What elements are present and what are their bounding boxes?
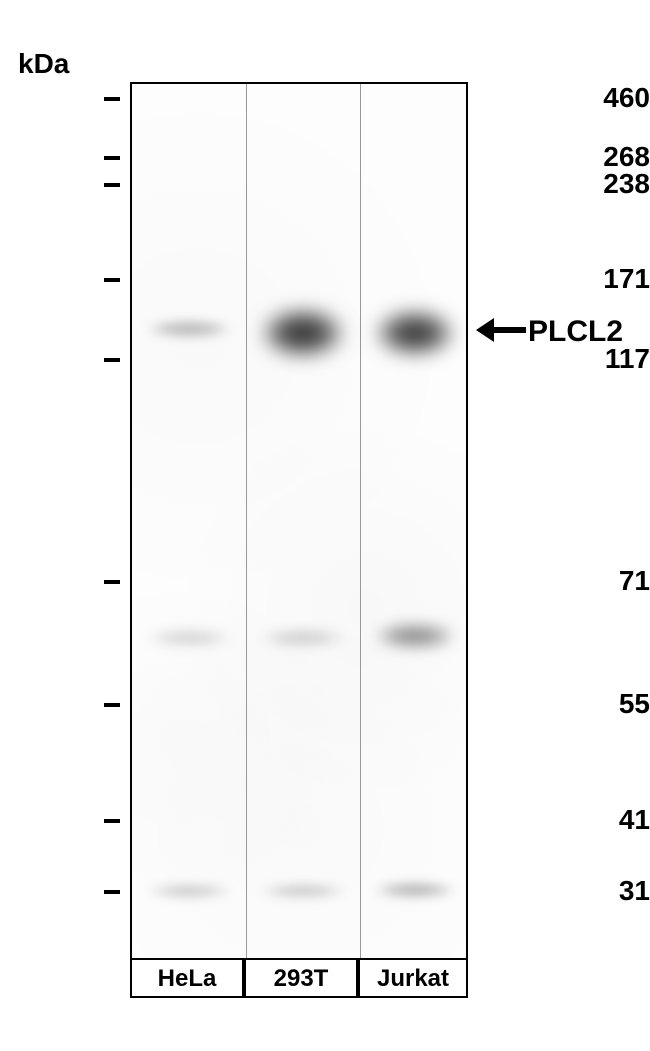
blot-band (256, 302, 350, 364)
blot-background-noise (132, 84, 466, 958)
mw-marker-label: 55 (550, 688, 650, 720)
mw-marker-tick (104, 890, 120, 894)
mw-marker-tick (104, 156, 120, 160)
mw-marker-label: 41 (550, 804, 650, 836)
blot-band (370, 620, 460, 652)
blot-band (256, 628, 350, 648)
mw-marker-label: 171 (550, 263, 650, 295)
lane-bracket (244, 996, 358, 998)
mw-marker-label: 460 (550, 82, 650, 114)
lane-divider (246, 84, 247, 958)
mw-marker-tick (104, 97, 120, 101)
target-arrow (476, 312, 526, 348)
mw-marker-tick (104, 819, 120, 823)
mw-marker-label: 31 (550, 875, 650, 907)
mw-marker-tick (104, 580, 120, 584)
lane-divider (360, 84, 361, 958)
mw-marker-tick (104, 278, 120, 282)
lane-bracket (358, 996, 468, 998)
mw-marker-label: 238 (550, 168, 650, 200)
blot-membrane (130, 82, 468, 960)
blot-band (370, 880, 460, 900)
lane-label: Jurkat (358, 965, 468, 993)
target-protein-label: PLCL2 (528, 315, 623, 349)
lane-label: 293T (244, 965, 358, 993)
blot-band (142, 318, 236, 340)
lane-bracket (130, 996, 244, 998)
blot-band (142, 628, 236, 648)
mw-marker-tick (104, 703, 120, 707)
kda-unit-label: kDa (18, 48, 69, 80)
mw-marker-tick (104, 358, 120, 362)
lane-label: HeLa (130, 965, 244, 993)
blot-band (142, 882, 236, 900)
mw-marker-tick (104, 183, 120, 187)
blot-band (256, 882, 350, 900)
mw-marker-label: 71 (550, 565, 650, 597)
blot-band (370, 304, 460, 362)
